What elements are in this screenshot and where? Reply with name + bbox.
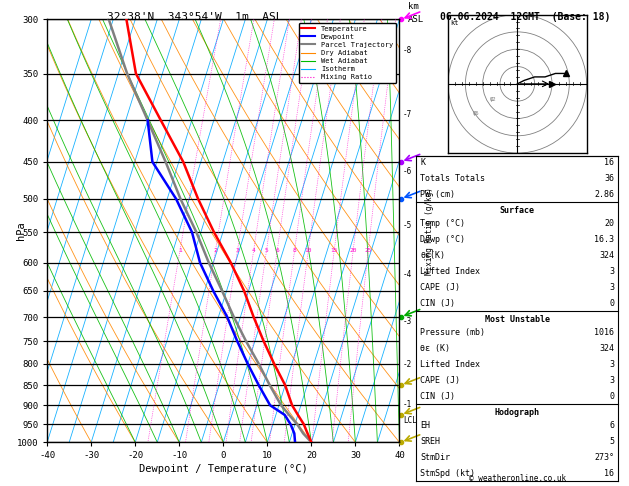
Text: Mixing Ratio (g/kg): Mixing Ratio (g/kg) xyxy=(425,187,434,275)
Text: -7: -7 xyxy=(403,110,412,119)
Text: 16.3: 16.3 xyxy=(594,235,615,244)
Text: PW (cm): PW (cm) xyxy=(420,190,455,199)
Text: 4: 4 xyxy=(252,248,255,254)
Text: 273°: 273° xyxy=(594,453,615,462)
Text: θε(K): θε(K) xyxy=(420,251,445,260)
Text: StmDir: StmDir xyxy=(420,453,450,462)
Text: Most Unstable: Most Unstable xyxy=(485,314,550,324)
Text: © weatheronline.co.uk: © weatheronline.co.uk xyxy=(469,474,566,483)
Text: SREH: SREH xyxy=(420,437,440,446)
Text: 36: 36 xyxy=(604,174,615,183)
Text: ASL: ASL xyxy=(408,15,425,24)
Text: 2: 2 xyxy=(213,248,217,254)
Text: StmSpd (kt): StmSpd (kt) xyxy=(420,469,476,478)
Text: Hodograph: Hodograph xyxy=(495,408,540,417)
Text: 8: 8 xyxy=(292,248,296,254)
Text: 3: 3 xyxy=(235,248,239,254)
Text: 6: 6 xyxy=(276,248,279,254)
Text: -5: -5 xyxy=(403,221,412,230)
Text: 324: 324 xyxy=(599,344,615,353)
Text: 5: 5 xyxy=(265,248,269,254)
Text: Surface: Surface xyxy=(500,206,535,215)
Text: Pressure (mb): Pressure (mb) xyxy=(420,328,486,337)
Text: Lifted Index: Lifted Index xyxy=(420,267,481,276)
Text: 3: 3 xyxy=(610,360,615,369)
Text: EH: EH xyxy=(420,421,430,430)
Text: -3: -3 xyxy=(403,317,412,327)
Text: 1: 1 xyxy=(178,248,182,254)
Text: -6: -6 xyxy=(403,167,412,176)
Text: 15: 15 xyxy=(330,248,338,254)
Text: Totals Totals: Totals Totals xyxy=(420,174,486,183)
Text: CAPE (J): CAPE (J) xyxy=(420,376,460,385)
Text: θε (K): θε (K) xyxy=(420,344,450,353)
Text: hPa: hPa xyxy=(16,222,26,240)
Text: φ2: φ2 xyxy=(489,97,496,102)
Text: -4: -4 xyxy=(403,270,412,279)
Text: 10: 10 xyxy=(304,248,312,254)
Text: 0: 0 xyxy=(610,392,615,401)
Text: Lifted Index: Lifted Index xyxy=(420,360,481,369)
Text: CIN (J): CIN (J) xyxy=(420,299,455,308)
Text: Temp (°C): Temp (°C) xyxy=(420,219,465,228)
Text: φ6: φ6 xyxy=(472,111,479,116)
Text: kt: kt xyxy=(450,20,459,26)
Text: 3: 3 xyxy=(610,283,615,292)
Text: 16: 16 xyxy=(604,469,615,478)
Text: CIN (J): CIN (J) xyxy=(420,392,455,401)
Text: km: km xyxy=(408,2,419,11)
Legend: Temperature, Dewpoint, Parcel Trajectory, Dry Adiabat, Wet Adiabat, Isotherm, Mi: Temperature, Dewpoint, Parcel Trajectory… xyxy=(299,23,396,83)
Text: Dewp (°C): Dewp (°C) xyxy=(420,235,465,244)
Text: 3: 3 xyxy=(610,267,615,276)
Text: 1016: 1016 xyxy=(594,328,615,337)
Text: 0: 0 xyxy=(610,299,615,308)
Text: LCL: LCL xyxy=(403,416,417,425)
Text: 32°38'N  343°54'W  1m  ASL: 32°38'N 343°54'W 1m ASL xyxy=(107,12,283,22)
Text: K: K xyxy=(420,158,425,167)
Text: 25: 25 xyxy=(364,248,372,254)
Text: 16: 16 xyxy=(604,158,615,167)
Text: -2: -2 xyxy=(403,360,412,369)
Text: 3: 3 xyxy=(610,376,615,385)
Text: -1: -1 xyxy=(403,400,412,409)
X-axis label: Dewpoint / Temperature (°C): Dewpoint / Temperature (°C) xyxy=(139,465,308,474)
Text: 2.86: 2.86 xyxy=(594,190,615,199)
Text: CAPE (J): CAPE (J) xyxy=(420,283,460,292)
Text: 20: 20 xyxy=(604,219,615,228)
Text: 324: 324 xyxy=(599,251,615,260)
Text: 6: 6 xyxy=(610,421,615,430)
Text: 5: 5 xyxy=(610,437,615,446)
Text: 20: 20 xyxy=(349,248,357,254)
Text: -8: -8 xyxy=(403,46,412,55)
Text: 06.06.2024  12GMT  (Base: 18): 06.06.2024 12GMT (Base: 18) xyxy=(440,12,610,22)
